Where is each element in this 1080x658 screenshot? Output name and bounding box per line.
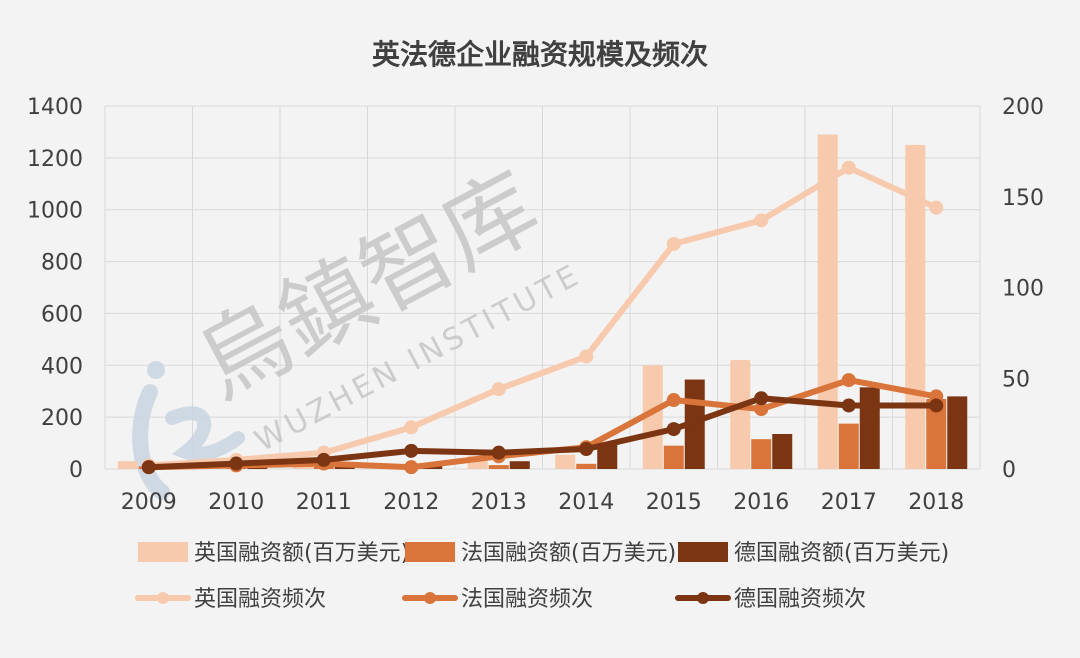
bar [597, 443, 618, 469]
legend-swatch-marker [697, 592, 709, 604]
legend-label: 德国融资频次 [734, 587, 866, 612]
line-point [841, 398, 856, 413]
y-left-tick-label: 600 [41, 302, 83, 327]
bar [642, 365, 663, 469]
x-tick-label: 2016 [733, 490, 789, 515]
y-right-tick-label: 100 [1002, 277, 1044, 302]
legend-label: 法国融资额(百万美元) [461, 541, 676, 566]
y-left-tick-label: 800 [41, 251, 83, 276]
series-line [145, 395, 940, 471]
line-point [929, 200, 944, 215]
line-point [666, 393, 681, 408]
x-tick-label: 2012 [383, 490, 439, 515]
y-right-tick-label: 50 [1002, 367, 1030, 392]
bar [859, 387, 880, 469]
line-point [491, 382, 506, 397]
y-left-tick-label: 1200 [27, 147, 83, 172]
legend-label: 英国融资频次 [194, 587, 326, 612]
line-point [841, 160, 856, 175]
bar [730, 360, 751, 469]
x-tick-label: 2009 [121, 490, 177, 515]
grid-layer [104, 105, 981, 470]
y-left-tick-label: 0 [69, 458, 83, 483]
x-tick-label: 2011 [296, 490, 352, 515]
line-point [316, 452, 331, 467]
x-tick-label: 2013 [471, 490, 527, 515]
line-point [754, 402, 769, 417]
bar [926, 398, 947, 469]
legend-swatch-bar [405, 542, 455, 562]
line-point [666, 422, 681, 437]
y-right-tick-label: 0 [1002, 458, 1016, 483]
y-left-tick-label: 1400 [27, 95, 83, 120]
line-point [579, 442, 594, 457]
bar [117, 461, 138, 469]
x-tick-label: 2018 [908, 490, 964, 515]
line-point [491, 445, 506, 460]
axis-labels-layer: 0 200 400 600 800 1000 1200 1400 0 50 100 150 200 200… [27, 95, 1044, 515]
legend-swatch-marker [424, 592, 436, 604]
bar [576, 463, 597, 469]
line-point [929, 398, 944, 413]
y-left-tick-label: 1000 [27, 199, 83, 224]
bar [334, 466, 355, 469]
line-point [754, 391, 769, 406]
y-left-tick-label: 200 [41, 406, 83, 431]
x-tick-label: 2015 [646, 490, 702, 515]
line-point [666, 236, 681, 251]
x-tick-label: 2014 [558, 490, 614, 515]
legend-label: 法国融资频次 [461, 587, 593, 612]
chart-title: 英法德企业融资规模及频次 [372, 38, 708, 71]
line-point [229, 456, 244, 471]
bar [555, 454, 576, 469]
line-point [579, 349, 594, 364]
bar [663, 445, 684, 469]
wuzhen-logo-icon [132, 361, 245, 500]
line-point [404, 443, 419, 458]
bar [838, 423, 859, 469]
legend-label: 德国融资额(百万美元) [734, 541, 949, 566]
bars-layer [117, 134, 968, 469]
line-point [404, 460, 419, 475]
x-tick-label: 2017 [821, 490, 877, 515]
y-right-tick-label: 150 [1002, 186, 1044, 211]
y-left-tick-label: 400 [41, 354, 83, 379]
lines-layer [141, 160, 944, 475]
line-point [404, 420, 419, 435]
legend-label: 英国融资额(百万美元) [194, 541, 409, 566]
bar [751, 439, 772, 469]
series-line [145, 164, 940, 469]
bar [488, 465, 509, 469]
legend-swatch-bar [678, 542, 728, 562]
x-tick-label: 2010 [208, 490, 264, 515]
bar [509, 461, 530, 469]
legend-swatch-marker [157, 592, 169, 604]
bar [905, 144, 926, 469]
y-right-tick-label: 200 [1002, 95, 1044, 120]
legend: 英国融资额(百万美元) 法国融资额(百万美元) 德国融资额(百万美元) 英国融资频次 法… [135, 541, 949, 612]
line-point [841, 373, 856, 388]
bar [947, 396, 968, 469]
bar [772, 433, 793, 469]
line-point [141, 460, 156, 475]
legend-swatch-bar [138, 542, 188, 562]
line-point [754, 213, 769, 228]
